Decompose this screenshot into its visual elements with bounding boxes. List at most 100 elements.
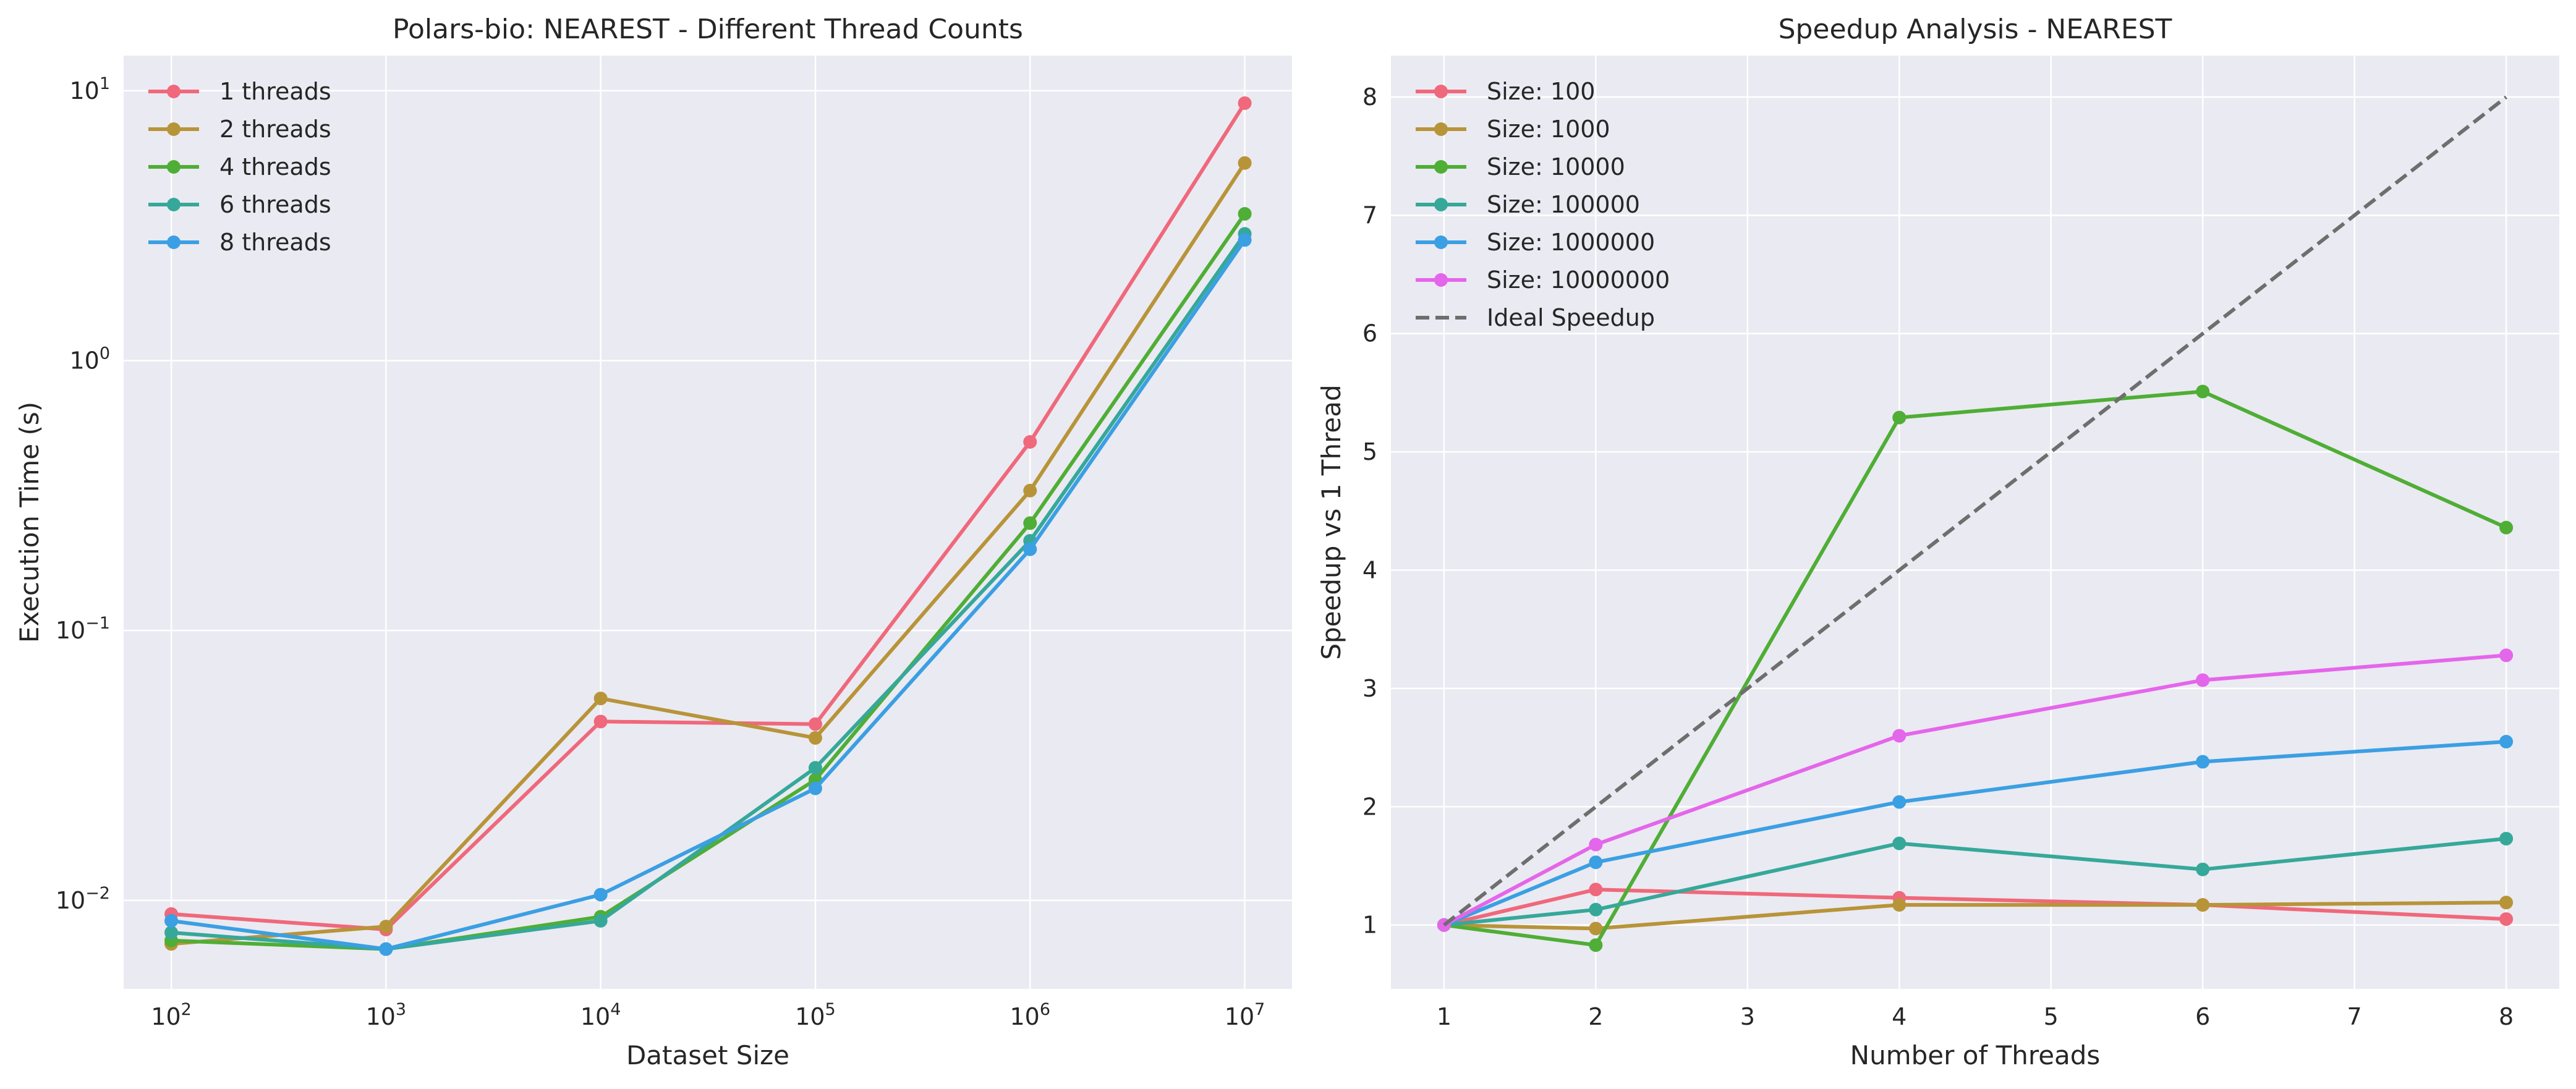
execution-time-y-tick-label: 10−1 bbox=[56, 614, 110, 644]
legend-label-2-threads: 2 threads bbox=[219, 116, 331, 143]
execution-time-legend: 1 threads 2 threads 4 threads 6 threads 8 th… bbox=[148, 78, 331, 256]
execution-time-x-axis-label: Dataset Size bbox=[626, 1040, 789, 1070]
legend-marker-size-100000 bbox=[1434, 198, 1448, 211]
legend-label-size-1000: Size: 1000 bbox=[1487, 116, 1610, 143]
speedup-x-tick-label: 4 bbox=[1892, 1003, 1906, 1030]
execution-time-y-tick-label: 100 bbox=[69, 344, 110, 375]
speedup-x-tick-label: 1 bbox=[1437, 1003, 1452, 1030]
legend-label-size-10000000: Size: 10000000 bbox=[1487, 266, 1670, 294]
execution-time-plot-area bbox=[124, 56, 1292, 989]
speedup-x-tick-label: 6 bbox=[2195, 1003, 2210, 1030]
speedup-x-tick-label: 5 bbox=[2044, 1003, 2059, 1030]
speedup-y-tick-label: 5 bbox=[1362, 438, 1377, 465]
execution-time-chart: 102 103 104 105 106 107 10−2 10−1 100 101 Polars-… bbox=[14, 14, 1292, 1070]
data-point-2-threads bbox=[379, 920, 393, 934]
legend-label-6-threads: 6 threads bbox=[219, 191, 331, 218]
data-point-size-1000 bbox=[2499, 896, 2514, 910]
speedup-y-tick-label: 8 bbox=[1362, 83, 1377, 111]
speedup-x-tick-label: 7 bbox=[2347, 1003, 2362, 1030]
data-point-6-threads bbox=[164, 925, 179, 939]
data-point-size-10000 bbox=[2499, 520, 2514, 535]
data-point-size-100 bbox=[1589, 883, 1603, 897]
legend-marker-6-threads bbox=[167, 198, 181, 211]
legend-marker-4-threads bbox=[167, 160, 181, 174]
data-point-size-10000000 bbox=[1892, 729, 1906, 743]
legend-label-1-threads: 1 threads bbox=[219, 78, 331, 105]
legend-label-4-threads: 4 threads bbox=[219, 153, 331, 180]
execution-time-x-tick-label: 104 bbox=[580, 1000, 621, 1030]
legend-marker-size-10000000 bbox=[1434, 273, 1448, 287]
speedup-y-tick-label: 6 bbox=[1362, 320, 1377, 347]
legend-marker-size-100 bbox=[1434, 85, 1448, 98]
speedup-ticks: 1 2 3 4 5 6 7 8 1 2 3 4 5 6 7 8 bbox=[1362, 83, 2514, 1030]
speedup-y-tick-label: 3 bbox=[1362, 675, 1377, 702]
data-point-size-100000 bbox=[2196, 862, 2210, 876]
data-point-2-threads bbox=[1023, 483, 1037, 498]
data-point-1-threads bbox=[1238, 96, 1252, 110]
data-point-size-1000 bbox=[1892, 898, 1906, 912]
speedup-y-tick-label: 4 bbox=[1362, 557, 1377, 584]
data-point-8-threads bbox=[379, 942, 393, 956]
speedup-x-tick-label: 2 bbox=[1588, 1003, 1603, 1030]
legend-marker-8-threads bbox=[167, 235, 181, 249]
data-point-1-threads bbox=[593, 714, 608, 729]
speedup-chart: 1 2 3 4 5 6 7 8 1 2 3 4 5 6 7 8 Speedup Analysis - NEAR… bbox=[1316, 14, 2559, 1070]
speedup-y-axis-label: Speedup vs 1 Thread bbox=[1316, 384, 1346, 659]
execution-time-x-tick-label: 103 bbox=[366, 1000, 407, 1030]
data-point-size-100000 bbox=[1892, 836, 1906, 850]
data-point-4-threads bbox=[1023, 516, 1037, 530]
data-point-size-1000000 bbox=[2196, 755, 2210, 769]
execution-time-series bbox=[164, 96, 1252, 956]
data-point-6-threads bbox=[808, 761, 822, 775]
execution-time-y-tick-label: 101 bbox=[69, 74, 110, 104]
legend-label-ideal-speedup: Ideal Speedup bbox=[1487, 304, 1655, 331]
legend-label-size-10000: Size: 10000 bbox=[1487, 153, 1625, 180]
execution-time-x-tick-label: 102 bbox=[151, 1000, 192, 1030]
series-line-2-threads bbox=[169, 161, 1247, 946]
execution-time-x-tick-label: 106 bbox=[1010, 1000, 1050, 1030]
legend-label-size-100000: Size: 100000 bbox=[1487, 191, 1640, 218]
speedup-x-tick-label: 3 bbox=[1740, 1003, 1755, 1030]
data-point-size-1000000 bbox=[2499, 735, 2514, 749]
speedup-series bbox=[1437, 95, 2514, 952]
series-line-6-threads bbox=[169, 232, 1247, 951]
speedup-plot-area bbox=[1391, 56, 2559, 989]
data-point-8-threads bbox=[1238, 233, 1252, 247]
series-line-8-threads bbox=[169, 238, 1247, 951]
execution-time-x-tick-label: 107 bbox=[1225, 1000, 1265, 1030]
speedup-y-tick-label: 7 bbox=[1362, 201, 1377, 229]
data-point-size-1000000 bbox=[1892, 795, 1906, 809]
data-point-1-threads bbox=[808, 717, 822, 731]
series-line-ideal-speedup bbox=[1443, 95, 2507, 927]
data-point-size-10000 bbox=[1892, 410, 1906, 425]
data-point-2-threads bbox=[808, 731, 822, 745]
data-point-size-1000000 bbox=[1589, 855, 1603, 870]
data-point-8-threads bbox=[808, 781, 822, 795]
data-point-4-threads bbox=[1238, 206, 1252, 221]
data-point-size-1000 bbox=[1589, 922, 1603, 936]
legend-marker-1-threads bbox=[167, 85, 181, 98]
data-point-size-10000 bbox=[1589, 938, 1603, 952]
data-point-size-10000000 bbox=[1589, 837, 1603, 852]
data-point-1-threads bbox=[1023, 434, 1037, 449]
data-point-size-100000 bbox=[1589, 902, 1603, 917]
execution-time-ticks: 102 103 104 105 106 107 10−2 10−1 100 101 bbox=[56, 74, 1265, 1030]
speedup-y-tick-label: 1 bbox=[1362, 912, 1377, 939]
legend-label-8-threads: 8 threads bbox=[219, 229, 331, 256]
execution-time-chart-title: Polars-bio: NEAREST - Different Thread C… bbox=[393, 14, 1023, 45]
speedup-x-axis-label: Number of Threads bbox=[1850, 1040, 2101, 1070]
legend-label-size-1000000: Size: 1000000 bbox=[1487, 229, 1655, 256]
legend-marker-size-1000 bbox=[1434, 122, 1448, 136]
legend-marker-2-threads bbox=[167, 122, 181, 136]
execution-time-x-tick-label: 105 bbox=[795, 1000, 836, 1030]
speedup-x-tick-label: 8 bbox=[2499, 1003, 2514, 1030]
speedup-y-tick-label: 2 bbox=[1362, 793, 1377, 820]
legend-label-size-100: Size: 100 bbox=[1487, 78, 1595, 105]
series-line-1-threads bbox=[169, 101, 1247, 931]
data-point-8-threads bbox=[164, 913, 179, 928]
data-point-size-100000 bbox=[2499, 831, 2514, 845]
legend-marker-size-1000000 bbox=[1434, 235, 1448, 249]
data-point-size-10000 bbox=[2196, 384, 2210, 399]
data-point-2-threads bbox=[593, 692, 608, 706]
